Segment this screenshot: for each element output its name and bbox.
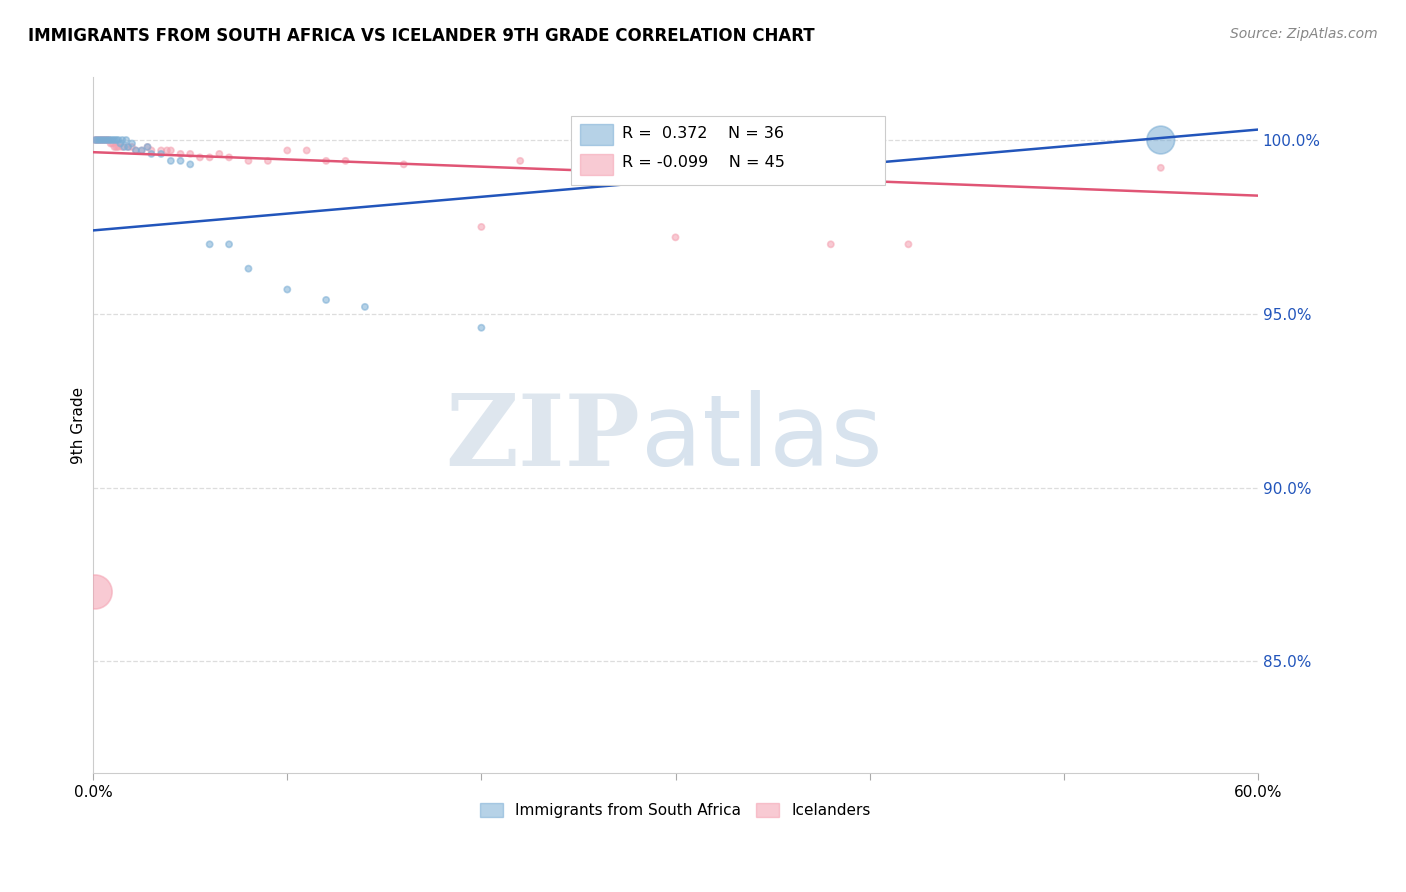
Text: Source: ZipAtlas.com: Source: ZipAtlas.com bbox=[1230, 27, 1378, 41]
Point bbox=[125, 144, 148, 158]
Point bbox=[897, 237, 920, 252]
Point bbox=[94, 133, 117, 147]
Text: ZIP: ZIP bbox=[446, 391, 641, 488]
Point bbox=[169, 153, 191, 168]
Point bbox=[392, 157, 415, 171]
Point bbox=[136, 140, 159, 154]
Point bbox=[470, 320, 492, 334]
Point bbox=[131, 144, 153, 158]
Point bbox=[100, 136, 122, 151]
Point bbox=[761, 164, 783, 178]
Point bbox=[315, 153, 337, 168]
Point bbox=[97, 133, 120, 147]
Point bbox=[664, 230, 686, 244]
Point bbox=[84, 585, 107, 599]
Point bbox=[315, 293, 337, 307]
Point bbox=[150, 144, 173, 158]
Point bbox=[136, 140, 159, 154]
Point bbox=[91, 133, 114, 147]
Point bbox=[90, 133, 112, 147]
FancyBboxPatch shape bbox=[581, 154, 613, 175]
FancyBboxPatch shape bbox=[571, 116, 886, 186]
Point bbox=[101, 136, 124, 151]
Point bbox=[238, 261, 260, 276]
Legend: Immigrants from South Africa, Icelanders: Immigrants from South Africa, Icelanders bbox=[474, 797, 877, 824]
Point bbox=[94, 133, 117, 147]
Point bbox=[84, 133, 107, 147]
Point bbox=[111, 140, 134, 154]
Point bbox=[96, 133, 118, 147]
Point bbox=[295, 144, 318, 158]
Point bbox=[100, 133, 122, 147]
Point bbox=[169, 147, 191, 161]
Point bbox=[509, 153, 531, 168]
Point bbox=[276, 283, 298, 297]
Point bbox=[208, 147, 231, 161]
Text: IMMIGRANTS FROM SOUTH AFRICA VS ICELANDER 9TH GRADE CORRELATION CHART: IMMIGRANTS FROM SOUTH AFRICA VS ICELANDE… bbox=[28, 27, 814, 45]
Point bbox=[107, 133, 129, 147]
Point bbox=[90, 133, 112, 147]
Point bbox=[1150, 161, 1173, 175]
Point bbox=[159, 153, 181, 168]
Point bbox=[141, 144, 163, 158]
Point bbox=[105, 133, 128, 147]
Y-axis label: 9th Grade: 9th Grade bbox=[72, 386, 86, 464]
Point bbox=[156, 144, 179, 158]
Point bbox=[103, 140, 125, 154]
Point bbox=[125, 144, 148, 158]
Point bbox=[110, 136, 132, 151]
Point bbox=[87, 133, 110, 147]
Point bbox=[86, 133, 108, 147]
Point bbox=[87, 133, 110, 147]
Point bbox=[354, 300, 377, 314]
Point bbox=[335, 153, 357, 168]
Point bbox=[121, 140, 143, 154]
Point bbox=[820, 237, 842, 252]
Point bbox=[115, 133, 138, 147]
Point bbox=[470, 219, 492, 234]
Point bbox=[1150, 133, 1173, 147]
Point bbox=[101, 133, 124, 147]
Point bbox=[179, 147, 201, 161]
Point bbox=[117, 140, 139, 154]
Point bbox=[91, 133, 114, 147]
Point bbox=[179, 157, 201, 171]
Point bbox=[111, 133, 134, 147]
Text: R = -0.099    N = 45: R = -0.099 N = 45 bbox=[621, 155, 785, 170]
Point bbox=[150, 147, 173, 161]
Point bbox=[97, 133, 120, 147]
Point bbox=[107, 140, 129, 154]
Point bbox=[198, 237, 221, 252]
Point bbox=[198, 150, 221, 164]
Point bbox=[188, 150, 211, 164]
Point bbox=[238, 153, 260, 168]
Point bbox=[112, 140, 135, 154]
Point bbox=[105, 140, 128, 154]
Point bbox=[218, 237, 240, 252]
Point bbox=[276, 144, 298, 158]
Point bbox=[84, 133, 107, 147]
Point bbox=[141, 147, 163, 161]
Point bbox=[103, 133, 125, 147]
FancyBboxPatch shape bbox=[581, 124, 613, 145]
Point bbox=[257, 153, 280, 168]
Point bbox=[121, 136, 143, 151]
Point bbox=[859, 164, 882, 178]
Point bbox=[218, 150, 240, 164]
Text: atlas: atlas bbox=[641, 391, 882, 488]
Point bbox=[131, 144, 153, 158]
Point bbox=[86, 133, 108, 147]
Point bbox=[159, 144, 181, 158]
Point bbox=[117, 140, 139, 154]
Point bbox=[96, 133, 118, 147]
Text: R =  0.372    N = 36: R = 0.372 N = 36 bbox=[621, 127, 785, 141]
